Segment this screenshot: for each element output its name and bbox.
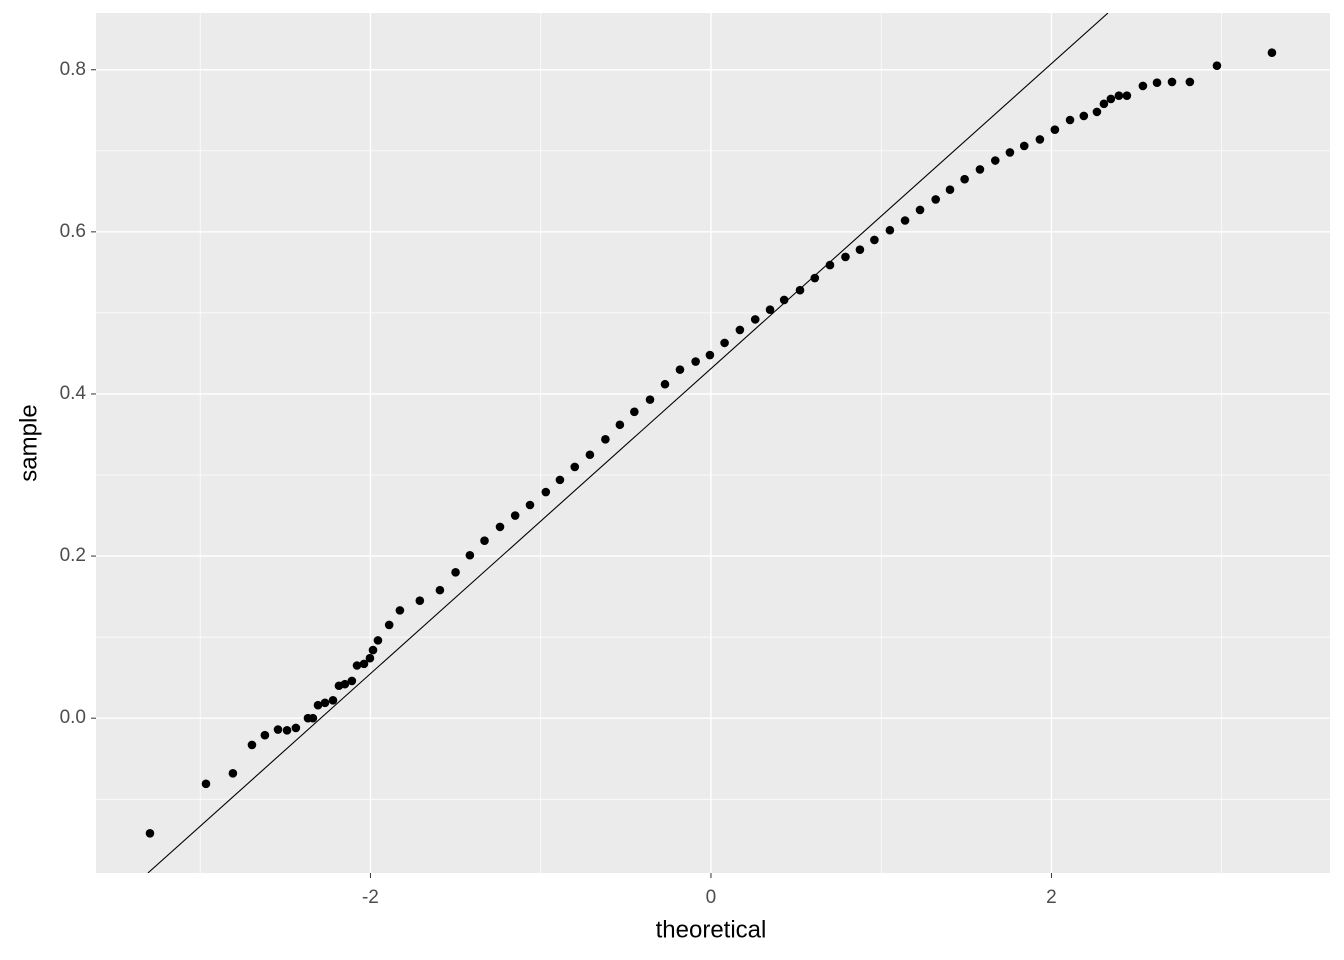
point (1267, 48, 1277, 58)
point (975, 165, 985, 174)
x-tick-label: 0 (706, 887, 717, 908)
point (495, 522, 505, 532)
x-tick-label: -2 (362, 887, 379, 908)
point (465, 550, 475, 560)
point (340, 679, 350, 689)
point (1122, 91, 1132, 100)
point (885, 225, 895, 235)
point (480, 536, 489, 545)
point (1035, 135, 1045, 144)
point (1092, 107, 1102, 117)
reference-line (147, 13, 1109, 873)
point (1079, 111, 1089, 121)
point (720, 338, 729, 348)
point (705, 350, 715, 360)
y-tick-label: 0.8 (60, 59, 86, 80)
point (359, 659, 369, 669)
x-axis-title: theoretical (656, 916, 767, 943)
point (525, 500, 535, 510)
point (260, 730, 270, 740)
y-axis-title: sample (15, 404, 42, 481)
point (555, 475, 565, 485)
point (510, 511, 520, 520)
point (601, 435, 610, 444)
point (810, 273, 820, 283)
grid (96, 13, 1330, 873)
point (1152, 78, 1162, 88)
plot-area (145, 13, 1277, 873)
point (273, 725, 283, 734)
point (1050, 125, 1060, 135)
point (1005, 148, 1015, 157)
point (1114, 91, 1124, 100)
point (395, 606, 405, 615)
point (1138, 81, 1148, 91)
point (1185, 77, 1195, 87)
point (313, 700, 323, 710)
point (630, 407, 639, 417)
axes: -2 0 2 0.0 0.2 0.4 0.6 0.8 (60, 59, 1057, 908)
point (328, 696, 338, 705)
point (570, 462, 580, 472)
point (841, 252, 850, 262)
point (347, 676, 357, 686)
point (291, 723, 301, 733)
point (855, 245, 865, 254)
point (735, 325, 745, 335)
y-tick-label: 0.6 (60, 221, 86, 242)
y-tick-label: 0.2 (60, 545, 86, 566)
point (931, 195, 940, 204)
point (900, 216, 910, 225)
point (352, 661, 362, 670)
point (765, 305, 775, 314)
point (675, 365, 685, 374)
y-tick-label: 0.4 (60, 383, 87, 404)
point (201, 779, 211, 789)
point (384, 620, 394, 630)
point (1099, 99, 1109, 109)
point (660, 379, 670, 389)
panel (96, 13, 1330, 873)
point (415, 596, 425, 605)
point (1167, 77, 1177, 87)
point (247, 740, 257, 750)
point (365, 653, 375, 663)
point (228, 769, 238, 778)
x-tick-label: 2 (1046, 887, 1057, 908)
point (145, 828, 155, 838)
point (945, 185, 955, 195)
point (795, 285, 805, 295)
point (870, 235, 879, 245)
point (1065, 115, 1075, 125)
point (435, 585, 445, 595)
point (691, 357, 700, 366)
point (308, 713, 318, 723)
point (1019, 141, 1029, 151)
point (368, 645, 378, 655)
point (915, 205, 925, 215)
point (990, 156, 1000, 165)
point (645, 395, 655, 404)
point (541, 487, 551, 497)
point (585, 450, 595, 460)
point (960, 174, 969, 184)
point (282, 726, 292, 735)
point (320, 698, 330, 708)
point (451, 567, 460, 577)
point (1212, 61, 1222, 70)
point (1106, 94, 1116, 104)
point (373, 636, 383, 645)
point (615, 420, 625, 430)
point (750, 315, 760, 324)
point (779, 295, 789, 305)
y-tick-label: 0.0 (60, 707, 86, 728)
point (825, 260, 835, 270)
